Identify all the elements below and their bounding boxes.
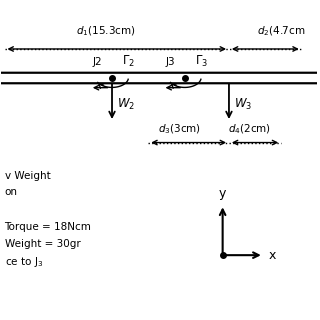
Text: $d_2$(4.7cm: $d_2$(4.7cm: [257, 24, 306, 38]
Text: v Weight: v Weight: [4, 171, 50, 181]
Text: Torque = 18Ncm: Torque = 18Ncm: [4, 222, 92, 232]
Text: $W_2$: $W_2$: [117, 97, 135, 112]
Text: $W_3$: $W_3$: [234, 97, 252, 112]
Text: Weight = 30gr: Weight = 30gr: [4, 239, 80, 249]
Text: ce to J$_3$: ce to J$_3$: [4, 254, 43, 268]
Text: $d_4$(2cm): $d_4$(2cm): [228, 123, 271, 136]
Text: $\Gamma_3$: $\Gamma_3$: [195, 54, 208, 69]
Text: J3: J3: [166, 58, 175, 68]
Text: $d_1$(15.3cm): $d_1$(15.3cm): [76, 24, 135, 38]
Text: y: y: [219, 187, 226, 200]
Text: on: on: [4, 187, 18, 197]
Text: $\Gamma_2$: $\Gamma_2$: [122, 54, 135, 69]
Text: J2: J2: [93, 58, 103, 68]
Text: $d_3$(3cm): $d_3$(3cm): [158, 123, 202, 136]
Text: x: x: [268, 249, 276, 262]
